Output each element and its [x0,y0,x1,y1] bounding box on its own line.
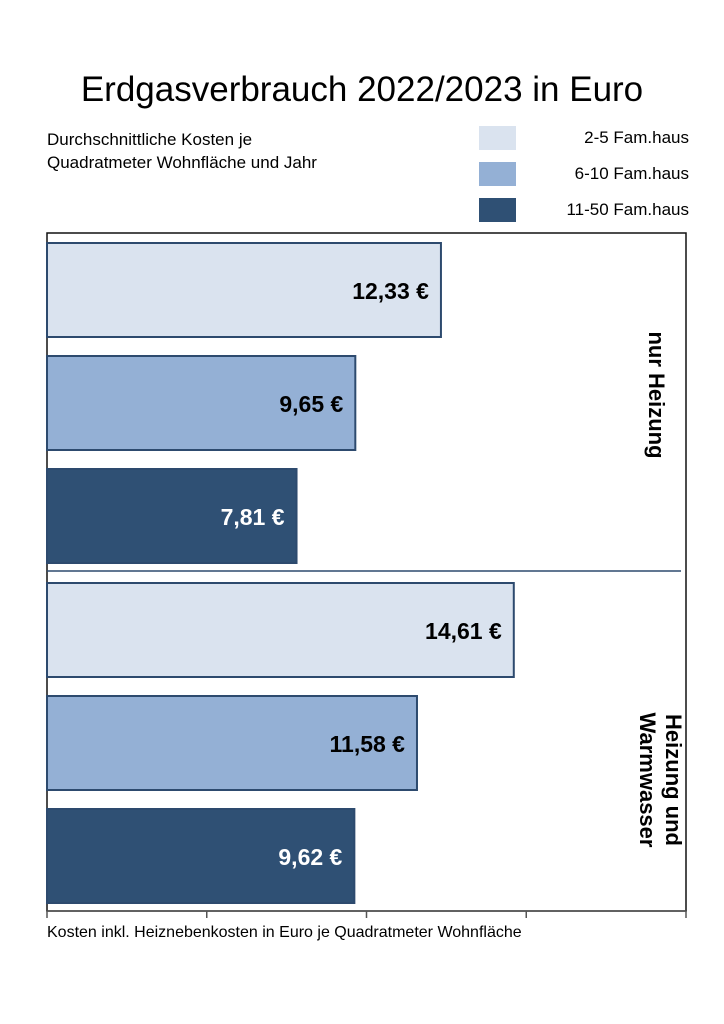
category-label-text: Heizung undWarmwasser [635,713,686,848]
data-label: 9,65 € [279,391,343,417]
data-label: 7,81 € [221,504,285,530]
chart-title: Erdgasverbrauch 2022/2023 in Euro [80,70,644,109]
bar [46,468,298,564]
category-label-line: Warmwasser [635,713,660,848]
category-label-heizung-warmwasser: Heizung undWarmwasser [635,713,686,848]
bar [46,242,442,338]
legend-label: 6-10 Fam.haus [574,164,689,183]
category-label-nur-heizung: nur Heizung [644,331,669,458]
legend-label: 2-5 Fam.haus [584,128,689,147]
legend-item-6-10: 6-10 Fam.haus [479,162,689,186]
data-label: 12,33 € [352,278,429,304]
category-label-line: Heizung und [661,714,686,846]
bar [46,355,357,451]
legend-swatch [479,126,516,150]
data-label: 11,58 € [330,731,406,757]
data-label: 9,62 € [278,844,342,870]
data-label: 14,61 € [425,618,502,644]
legend-label: 11-50 Fam.haus [566,200,689,219]
bar [46,582,515,678]
bar [46,695,418,791]
legend-swatch [479,162,516,186]
legend-item-11-50: 11-50 Fam.haus [479,198,689,222]
bar [46,808,356,904]
chart-subtitle: Durchschnittliche Kosten je Quadratmeter… [47,130,317,172]
x-axis-label: Kosten inkl. Heiznebenkosten in Euro je … [47,924,522,941]
legend-item-2-5: 2-5 Fam.haus [479,126,689,150]
legend-swatch [479,198,516,222]
